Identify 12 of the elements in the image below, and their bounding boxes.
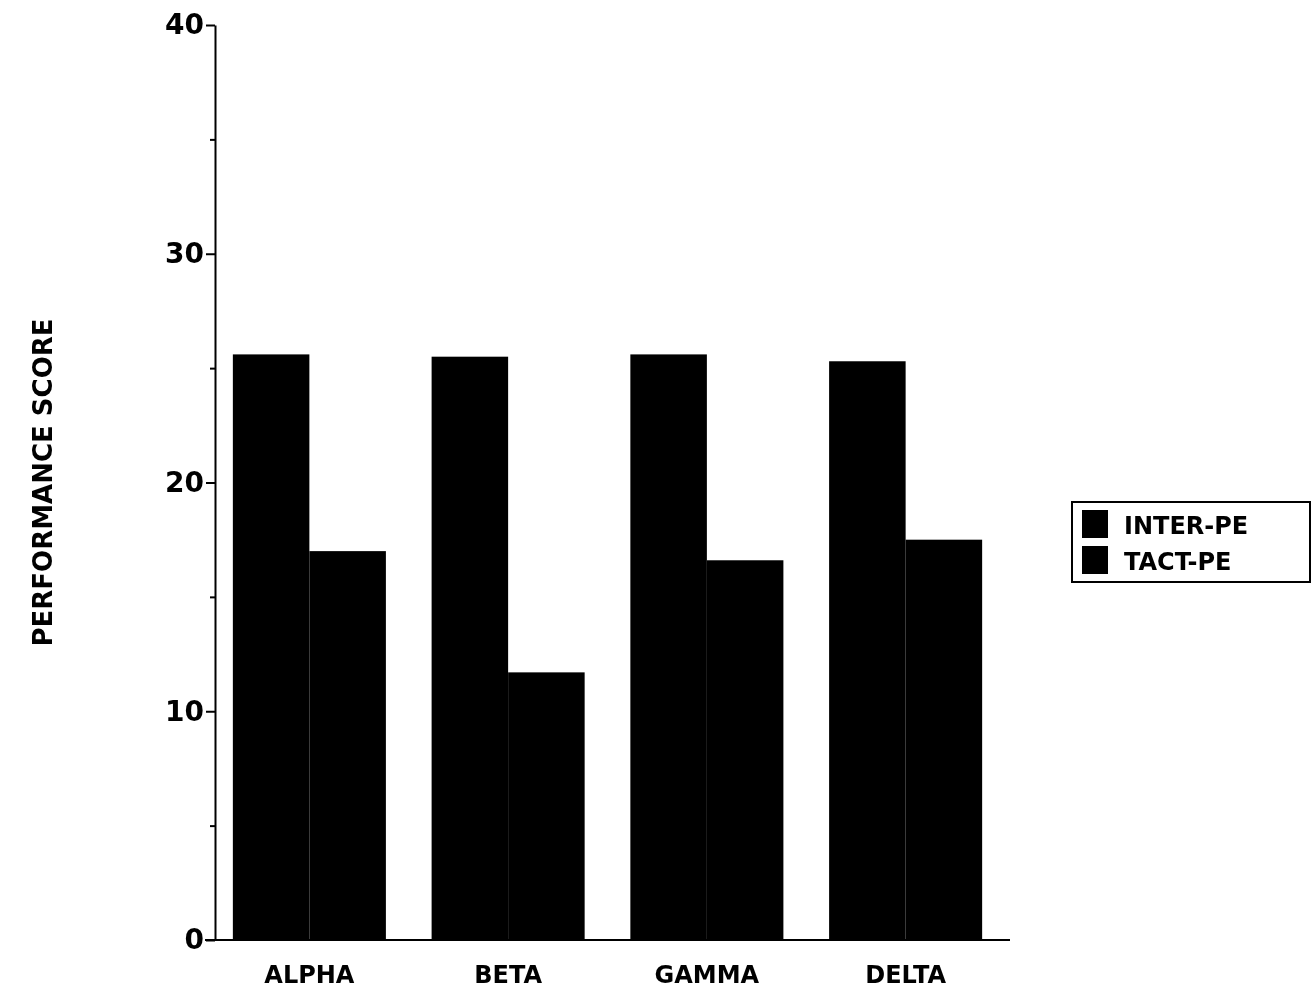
legend-label: INTER-PE xyxy=(1124,512,1249,540)
y-tick-label: 0 xyxy=(184,923,204,957)
x-tick-label: BETA xyxy=(474,961,543,989)
y-tick-label: 30 xyxy=(165,237,204,271)
x-tick-label: DELTA xyxy=(865,961,947,989)
x-tick-label: GAMMA xyxy=(654,961,760,989)
legend-label: TACT-PE xyxy=(1124,548,1232,576)
y-axis-title: PERFORMANCE SCORE xyxy=(28,318,58,647)
y-tick-label: 10 xyxy=(165,694,204,728)
x-tick-label: ALPHA xyxy=(264,961,355,989)
y-tick-label: 20 xyxy=(165,465,204,499)
y-tick-label: 40 xyxy=(165,8,204,42)
